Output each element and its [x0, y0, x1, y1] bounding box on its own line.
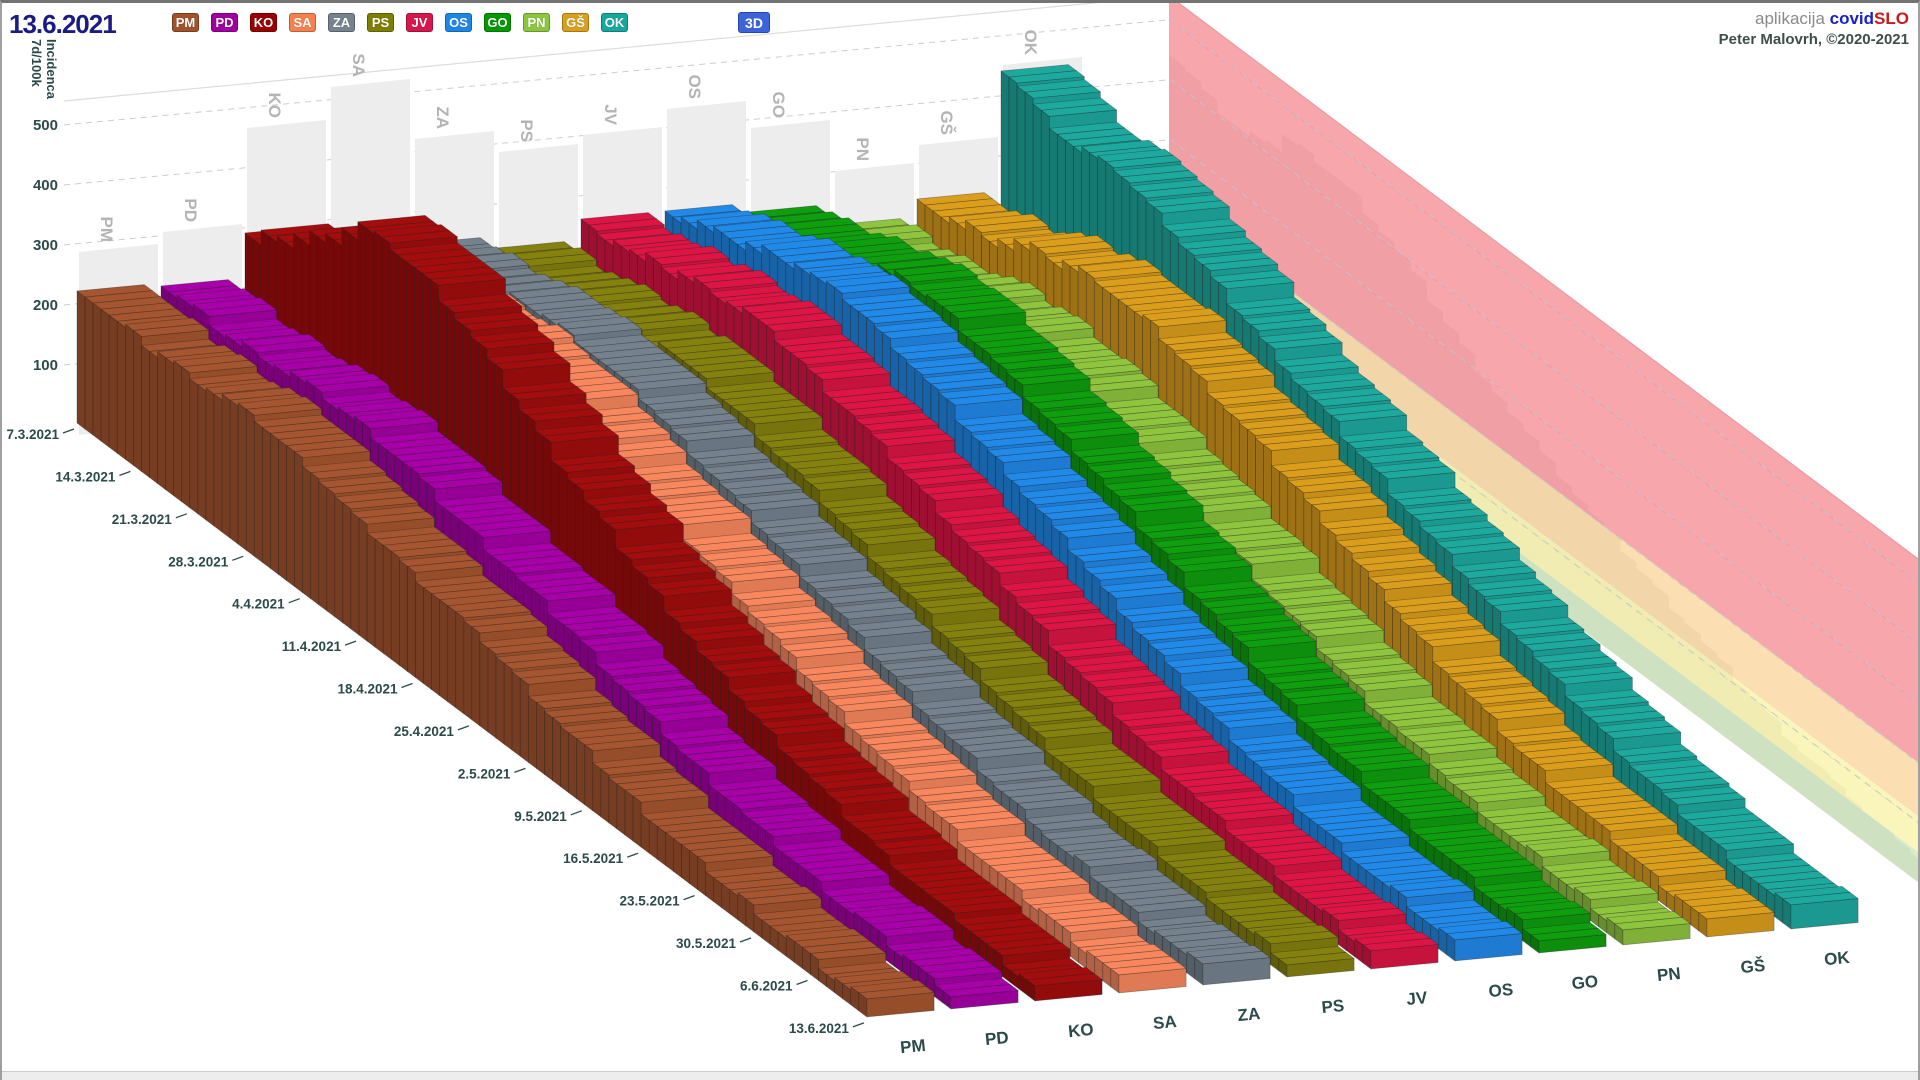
date-axis: 7.3.2021 14.3.2021 21.3.2021 28.3.2021 4.4.2…: [6, 427, 865, 1036]
legend-button-JV[interactable]: JV: [406, 13, 433, 32]
date-tick-label: 6.6.2021: [740, 979, 793, 994]
legend-button-ZA[interactable]: ZA: [328, 13, 355, 32]
legend-button-PM[interactable]: PM: [172, 13, 199, 32]
current-date-label: 13.6.2021: [9, 9, 117, 39]
app-title: aplikacija covidSLO: [1719, 8, 1909, 29]
y-axis-title-1: 7d/100k: [29, 39, 44, 87]
back-wall-label-JV: JV: [601, 104, 620, 125]
region-axis-label-OS: OS: [1488, 980, 1514, 1001]
chart-3d-scene: PM PD KO SA ZA PS JV OS GO PN GŠ OK 7.3.2021 14.3.202…: [6, 3, 1918, 1057]
date-tick-label: 16.5.2021: [563, 851, 624, 866]
date-tick-label: 30.5.2021: [676, 936, 737, 951]
back-wall-label-GO: GO: [769, 92, 788, 118]
y-tick-label: 100: [33, 357, 58, 374]
back-wall-label-OS: OS: [685, 74, 704, 99]
back-wall-label-ZA: ZA: [433, 106, 452, 129]
date-tick-label: 11.4.2021: [282, 639, 342, 654]
region-axis-label-GO: GO: [1571, 972, 1599, 993]
legend-button-OK[interactable]: OK: [601, 13, 628, 32]
mode-3d-button[interactable]: 3D: [738, 12, 770, 33]
date-tick-label: 14.3.2021: [55, 469, 116, 484]
region-axis-label-GŠ: GŠ: [1740, 956, 1766, 977]
legend-button-PD[interactable]: PD: [211, 13, 238, 32]
date-tick-label: 25.4.2021: [394, 724, 455, 739]
back-wall-label-KO: KO: [265, 93, 284, 119]
back-wall-label-GŠ: GŠ: [937, 110, 956, 135]
back-wall-label-PN: PN: [853, 137, 872, 161]
region-axis-label-JV: JV: [1406, 988, 1429, 1009]
region-legend: PM PD KO SA ZA PS JV OS GO PN GŠ OK: [172, 13, 628, 32]
date-tick-label: 2.5.2021: [458, 766, 511, 781]
legend-button-PN[interactable]: PN: [523, 13, 550, 32]
legend-button-PS[interactable]: PS: [367, 13, 394, 32]
legend-button-GŠ[interactable]: GŠ: [562, 13, 589, 32]
back-wall-label-PM: PM: [97, 217, 116, 243]
date-tick-label: 7.3.2021: [6, 427, 59, 442]
app-title-covid: covid: [1829, 9, 1875, 28]
app-title-slo: SLO: [1874, 9, 1909, 28]
region-axis-label-PS: PS: [1321, 996, 1345, 1017]
author-copyright: Peter Malovrh, ©2020-2021: [1718, 31, 1909, 48]
region-axis-label-PD: PD: [984, 1028, 1009, 1049]
legend-button-GO[interactable]: GO: [484, 13, 511, 32]
y-tick-label: 500: [33, 117, 58, 134]
legend-button-OS[interactable]: OS: [445, 13, 472, 32]
region-axis-label-PN: PN: [1656, 964, 1681, 985]
region-axis-label-KO: KO: [1067, 1020, 1094, 1041]
back-wall-label-PD: PD: [181, 198, 200, 222]
region-axis: PM PD KO SA ZA PS JV OS GO PN GŠ OK: [899, 948, 1851, 1057]
app-title-prefix: aplikacija: [1754, 9, 1830, 28]
legend-button-KO[interactable]: KO: [250, 13, 277, 32]
y-tick-label: 400: [33, 177, 58, 194]
window-bottom-bar[interactable]: [2, 1071, 1918, 1080]
region-axis-label-ZA: ZA: [1237, 1004, 1261, 1025]
y-tick-label: 300: [33, 237, 58, 254]
date-tick-label: 18.4.2021: [337, 682, 398, 697]
date-tick-label: 13.6.2021: [789, 1021, 850, 1036]
date-tick-label: 4.4.2021: [232, 597, 285, 612]
date-tick-label: 28.3.2021: [168, 554, 229, 569]
date-tick-label: 21.3.2021: [112, 512, 173, 527]
date-tick-label: 9.5.2021: [514, 809, 567, 824]
date-tick-label: 23.5.2021: [620, 894, 681, 909]
y-tick-label: 200: [33, 297, 58, 314]
y-axis-title-2: Incidenca: [44, 39, 59, 100]
region-axis-label-OK: OK: [1823, 948, 1851, 969]
ribbon-PM[interactable]: [76, 284, 935, 1018]
legend-button-SA[interactable]: SA: [289, 13, 316, 32]
back-wall-label-OK: OK: [1021, 30, 1040, 56]
back-wall-label-SA: SA: [349, 53, 368, 77]
app-credits: aplikacija covidSLO Peter Malovrh, ©2020…: [1719, 8, 1909, 50]
region-axis-label-SA: SA: [1152, 1012, 1177, 1033]
region-axis-label-PM: PM: [899, 1036, 926, 1057]
back-wall-label-PS: PS: [517, 119, 536, 142]
value-axis: 500 400 300 200 100 7d/100k Incidenca: [29, 39, 59, 374]
